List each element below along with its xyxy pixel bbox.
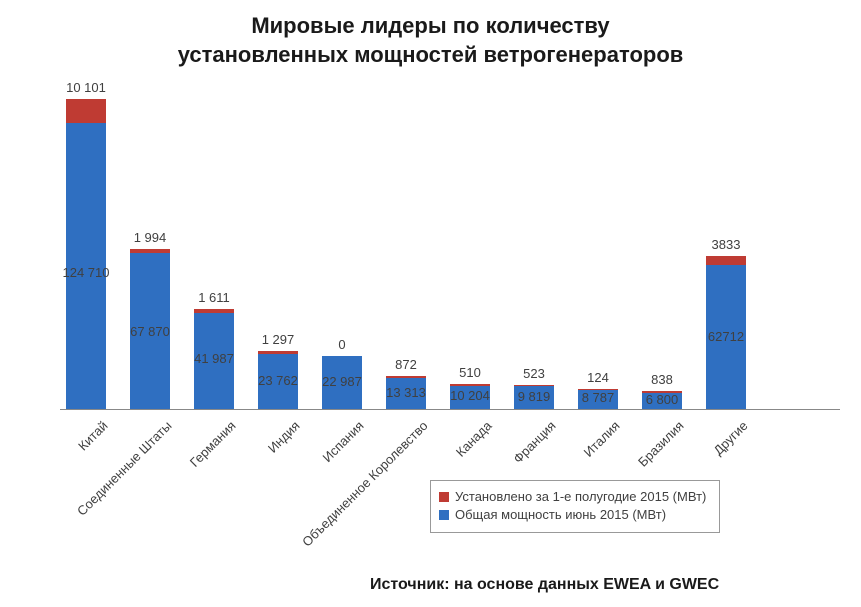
- bar-added: [130, 249, 170, 254]
- title-line2: установленных мощностей ветрогенераторов: [178, 42, 684, 67]
- chart-title: Мировые лидеры по количеству установленн…: [0, 0, 861, 77]
- x-tick-label: Индия: [265, 418, 303, 456]
- bar-total-label: 67 870: [110, 324, 190, 339]
- x-tick-label: Объединенное Королевство: [299, 418, 430, 549]
- bar-added-label: 1 611: [174, 290, 254, 305]
- bar-added: [194, 309, 234, 313]
- x-tick-label: Китай: [75, 418, 110, 453]
- bar-added: [450, 384, 490, 385]
- bar-added: [514, 385, 554, 386]
- bar-added-label: 3833: [686, 237, 766, 252]
- bar-added: [386, 376, 426, 378]
- legend-label: Общая мощность июнь 2015 (МВт): [455, 507, 666, 523]
- x-tick-label: Германия: [187, 418, 239, 470]
- chart-area: 124 71010 10167 8701 99441 9871 61123 76…: [60, 100, 840, 440]
- x-tick-label: Италия: [581, 418, 623, 460]
- bar-added: [258, 351, 298, 354]
- bar-added: [706, 256, 746, 265]
- title-line1: Мировые лидеры по количеству: [251, 13, 609, 38]
- source-text: Источник: на основе данных EWEA и GWEC: [370, 576, 719, 594]
- bar-total-label: 124 710: [46, 265, 126, 280]
- x-axis-labels: КитайСоединенные ШтатыГерманияИндияИспан…: [60, 412, 840, 442]
- bar-added-label: 1 994: [110, 230, 190, 245]
- bar-added: [66, 99, 106, 122]
- bar-total-label: 6 800: [622, 392, 702, 407]
- legend-swatch: [439, 492, 449, 502]
- bar-total-label: 41 987: [174, 351, 254, 366]
- bar-total-label: 62712: [686, 329, 766, 344]
- x-tick-label: Франция: [510, 418, 558, 466]
- x-tick-label: Бразилия: [635, 418, 687, 470]
- bar-added-label: 0: [302, 337, 382, 352]
- legend-item: Общая мощность июнь 2015 (МВт): [439, 507, 709, 523]
- legend-item: Установлено за 1-е полугодие 2015 (МВт): [439, 489, 709, 505]
- x-tick-label: Испания: [320, 418, 367, 465]
- legend: Установлено за 1-е полугодие 2015 (МВт) О…: [430, 480, 720, 533]
- legend-label: Установлено за 1-е полугодие 2015 (МВт): [455, 489, 706, 505]
- x-tick-label: Другие: [711, 418, 751, 458]
- x-tick-label: Канада: [453, 418, 495, 460]
- bar-added-label: 10 101: [46, 80, 126, 95]
- bar-added-label: 838: [622, 372, 702, 387]
- plot-region: 124 71010 10167 8701 99441 9871 61123 76…: [60, 100, 840, 410]
- legend-swatch: [439, 510, 449, 520]
